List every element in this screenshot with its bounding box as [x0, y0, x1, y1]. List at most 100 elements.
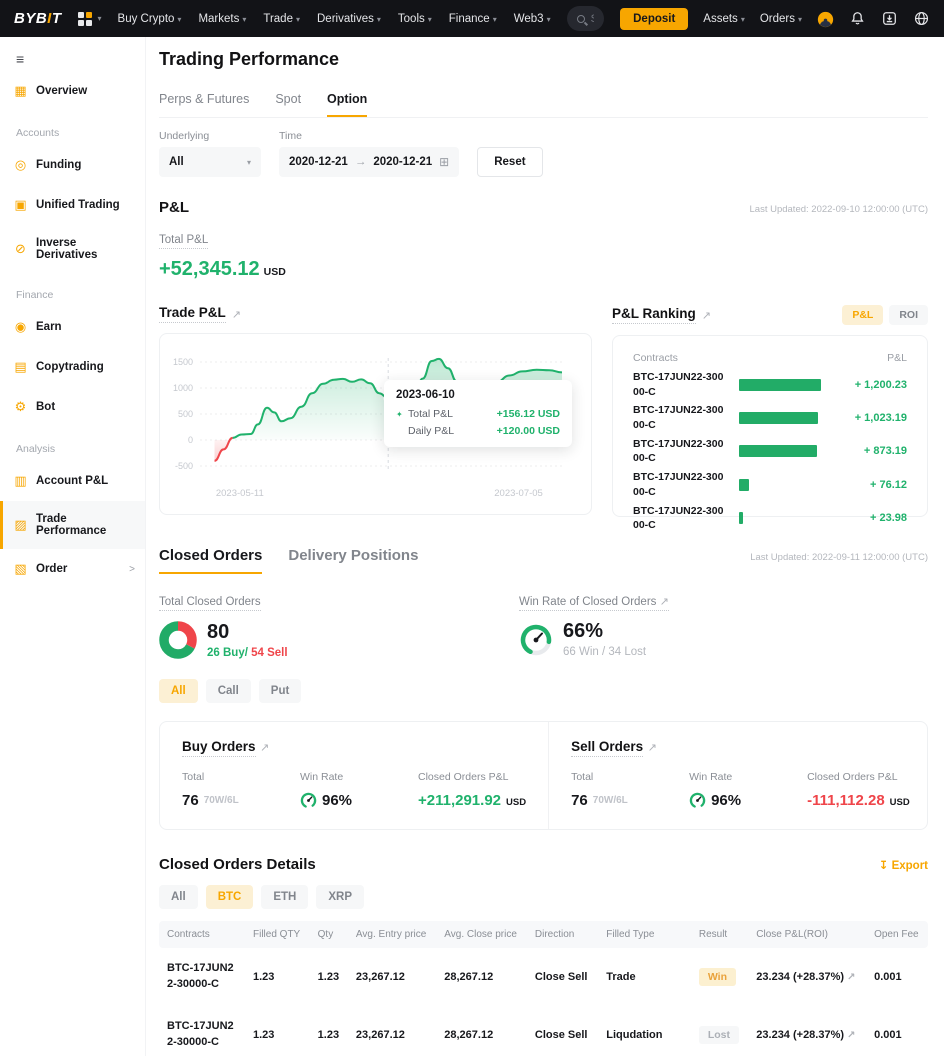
- sidebar-item-label: Account P&L: [36, 475, 109, 487]
- nav-item-assets[interactable]: Assets ▾: [703, 12, 745, 25]
- underlying-select[interactable]: All ▾: [159, 147, 261, 177]
- external-link-icon[interactable]: ↗: [701, 309, 711, 322]
- nav-item-markets[interactable]: Markets ▾: [198, 12, 247, 25]
- buy-pnl-value: +211,291.92 USD: [418, 792, 527, 809]
- svg-text:500: 500: [178, 409, 193, 419]
- tab-closed-orders[interactable]: Closed Orders: [159, 547, 263, 574]
- sidebar-item-inverse-derivatives[interactable]: ⊘ Inverse Derivatives: [0, 225, 145, 273]
- external-link-icon[interactable]: ↗: [231, 308, 241, 321]
- result-badge: Lost: [698, 1025, 740, 1044]
- cell-filled-qty: 1.23: [253, 970, 275, 983]
- time-filter: Time 2020-12-21 → 2020-12-21 ⊞: [279, 130, 460, 177]
- nav-item-orders[interactable]: Orders ▾: [759, 12, 802, 25]
- sidebar-item-funding[interactable]: ◎ Funding: [0, 145, 145, 185]
- sidebar-group-label: Accounts: [16, 127, 60, 139]
- sidebar-item-trade-performance[interactable]: ▨ Trade Performance: [0, 501, 145, 549]
- tab-spot[interactable]: Spot: [275, 92, 302, 106]
- sidebar-group-label: Finance: [16, 289, 54, 301]
- ranking-toggle-pl[interactable]: P&L: [842, 305, 884, 325]
- chevron-down-icon: ▾: [797, 14, 802, 24]
- coin-pill-all[interactable]: All: [159, 885, 198, 909]
- col-qty: Qty: [309, 921, 348, 948]
- sidebar-item-copytrading[interactable]: ▤ Copytrading: [0, 347, 145, 387]
- language-globe-icon[interactable]: [913, 10, 930, 27]
- bybit-logo[interactable]: BYBIT: [14, 10, 62, 27]
- sidebar-item-label: Bot: [36, 401, 56, 413]
- search-box[interactable]: [566, 6, 605, 31]
- sidebar-item-earn[interactable]: ◉ Earn: [0, 307, 145, 347]
- coin-pill-xrp[interactable]: XRP: [316, 885, 364, 909]
- search-icon: [576, 14, 585, 23]
- download-app-icon[interactable]: [881, 10, 898, 27]
- coin-pill-eth[interactable]: ETH: [261, 885, 309, 909]
- ranking-toggle-roi[interactable]: ROI: [889, 305, 928, 325]
- sidebar-item-account-pnl[interactable]: ▥ Account P&L: [0, 461, 145, 501]
- pnl-section-title: P&L: [159, 199, 189, 216]
- nav-item-web3[interactable]: Web3 ▾: [513, 12, 551, 25]
- avatar[interactable]: [817, 10, 834, 28]
- sell-orders-title: Sell Orders: [571, 739, 644, 757]
- sidebar-item-overview[interactable]: ▦ Overview: [0, 71, 145, 111]
- buy-sell-card: Buy Orders ↗ Total 76 70W/6L Win Rate 96%…: [159, 721, 928, 830]
- notifications-bell-icon[interactable]: [849, 10, 866, 27]
- filter-pill-put[interactable]: Put: [258, 679, 302, 703]
- table-row[interactable]: BTC-17JUN22-30000-C 1.23 1.23 23,267.12 …: [159, 1006, 928, 1056]
- export-button[interactable]: ↧ Export: [878, 859, 928, 872]
- chevron-right-icon: >: [129, 563, 135, 575]
- buy-pnl-label: Closed Orders P&L: [418, 771, 509, 783]
- tooltip-row-total: ✦ Total P&L +156.12 USD: [396, 408, 560, 420]
- chevron-down-icon: ▾: [242, 14, 247, 24]
- pnl-bar: [739, 512, 744, 525]
- apps-grid-button[interactable]: ▾: [77, 11, 102, 26]
- option-type-pills: All Call Put: [159, 679, 928, 703]
- main-content: Trading Performance Perps & Futures Spot O…: [147, 37, 944, 1056]
- nav-item-tools[interactable]: Tools ▾: [397, 12, 432, 25]
- external-link-icon[interactable]: ↗: [259, 742, 270, 754]
- nav-item-buy-crypto[interactable]: Buy Crypto ▾: [117, 12, 182, 25]
- sidebar-collapse-icon[interactable]: ≡: [16, 51, 25, 67]
- sidebar-item-unified-trading[interactable]: ▣ Unified Trading: [0, 185, 145, 225]
- coin-pill-btc[interactable]: BTC: [205, 885, 254, 909]
- underlying-value: All: [169, 156, 184, 168]
- reset-button[interactable]: Reset: [477, 147, 543, 177]
- details-title: Closed Orders Details: [159, 856, 316, 873]
- cell-direction: Close Sell: [534, 1028, 588, 1041]
- contract-name: BTC-17JUN22-30000-C: [633, 404, 724, 432]
- buy-winrate-value: 96%: [300, 792, 418, 809]
- chevron-down-icon: ▾: [246, 157, 251, 167]
- filter-pill-all[interactable]: All: [159, 679, 198, 703]
- date-range-picker[interactable]: 2020-12-21 → 2020-12-21 ⊞: [279, 147, 460, 177]
- nav-item-trade[interactable]: Trade ▾: [263, 12, 300, 25]
- tooltip-label: Total P&L: [408, 408, 453, 420]
- sidebar-groups: ▦ Overview Accounts ◎ Funding ▣ Unified …: [0, 71, 145, 589]
- col-direction: Direction: [526, 921, 599, 948]
- tab-perps-futures[interactable]: Perps & Futures: [159, 92, 250, 106]
- result-badge: Win: [698, 967, 736, 986]
- contract-name: BTC-17JUN22-30000-C: [633, 504, 724, 532]
- tab-option[interactable]: Option: [327, 86, 368, 117]
- sidebar-item-bot[interactable]: ⚙ Bot: [0, 387, 145, 427]
- nav-item-derivatives[interactable]: Derivatives ▾: [317, 12, 381, 25]
- sidebar-item-label: Earn: [36, 321, 62, 333]
- inverse-derivatives-icon: ⊘: [15, 241, 26, 256]
- charts-grid: Trade P&L ↗ 1500 1000 500 0 -500 2023-05-11 20…: [159, 305, 928, 531]
- table-row[interactable]: BTC-17JUN22-30000-C 1.23 1.23 23,267.12 …: [159, 948, 928, 1006]
- filter-pill-call[interactable]: Call: [205, 679, 251, 703]
- contract-name: BTC-17JUN22-30000-C: [633, 471, 724, 498]
- search-input[interactable]: [590, 12, 595, 25]
- tab-delivery-positions[interactable]: Delivery Positions: [288, 547, 419, 564]
- win-rate-gauge-icon: [520, 624, 552, 655]
- sell-orders-panel: Sell Orders ↗ Total 76 70W/6L Win Rate 96…: [548, 722, 932, 829]
- table-header: Contracts Filled QTY Qty Avg. Entry price Av…: [159, 921, 928, 948]
- sidebar-item-order[interactable]: ▧ Order >: [0, 549, 145, 589]
- external-link-icon[interactable]: ↗: [847, 971, 856, 983]
- deposit-button[interactable]: Deposit: [620, 7, 689, 30]
- trade-pnl-panel: Trade P&L ↗ 1500 1000 500 0 -500 2023-05-11 20…: [159, 305, 592, 517]
- buy-winrate-label: Win Rate: [300, 771, 344, 783]
- top-navbar: BYBIT ▾ Buy Crypto ▾ Markets ▾ Trade ▾ Derivat…: [0, 0, 944, 37]
- external-link-icon[interactable]: ↗: [847, 1029, 856, 1041]
- nav-item-finance[interactable]: Finance ▾: [448, 12, 497, 25]
- external-link-icon[interactable]: ↗: [647, 742, 657, 754]
- external-link-icon[interactable]: ↗: [659, 596, 669, 608]
- pnl-bar: [739, 378, 821, 391]
